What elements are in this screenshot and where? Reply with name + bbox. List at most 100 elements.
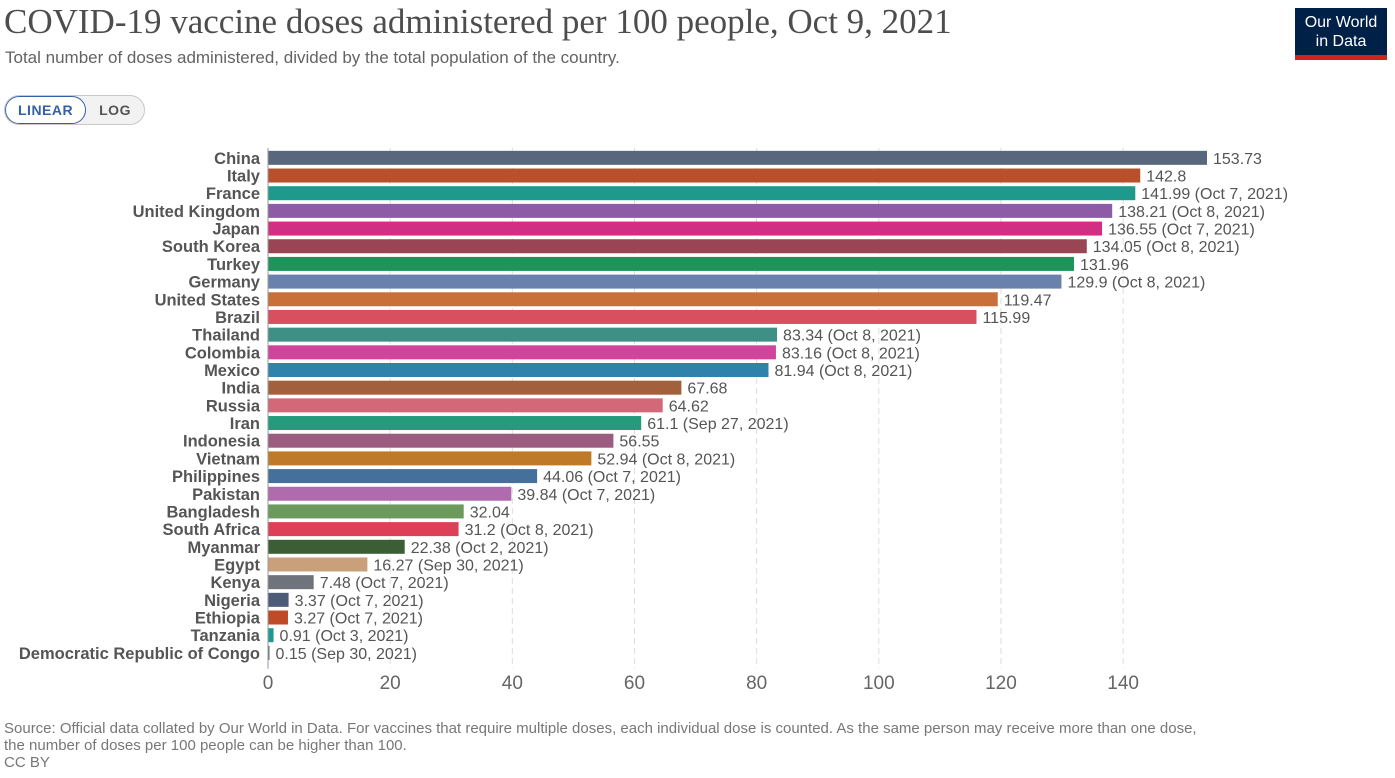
country-label: Thailand xyxy=(192,327,260,345)
x-tick-label: 120 xyxy=(985,673,1017,694)
value-label: 0.15 (Sep 30, 2021) xyxy=(276,646,417,663)
country-label: Ethiopia xyxy=(195,610,261,628)
bar xyxy=(268,363,768,377)
bar xyxy=(268,257,1074,271)
country-label: Japan xyxy=(212,221,260,239)
x-tick-label: 40 xyxy=(502,673,523,694)
value-label: 3.27 (Oct 7, 2021) xyxy=(294,611,423,628)
bar xyxy=(268,487,511,501)
bar xyxy=(268,575,314,589)
country-label: Vietnam xyxy=(196,450,260,468)
bar xyxy=(268,328,777,342)
bar xyxy=(268,434,613,448)
country-label: Kenya xyxy=(210,574,260,592)
value-label: 129.9 (Oct 8, 2021) xyxy=(1067,275,1205,292)
country-label: Colombia xyxy=(185,344,261,362)
country-label: Pakistan xyxy=(192,486,260,504)
bar xyxy=(268,204,1112,218)
bar xyxy=(268,239,1087,253)
chart-subtitle: Total number of doses administered, divi… xyxy=(5,48,620,68)
value-label: 32.04 xyxy=(470,504,510,521)
owid-logo[interactable]: Our World in Data xyxy=(1295,8,1387,60)
value-label: 83.16 (Oct 8, 2021) xyxy=(782,345,920,362)
country-label: Turkey xyxy=(207,256,261,274)
bar-chart: 0 20 40 60 80 100 120 140 China 153.73 Italy 142.8 F… xyxy=(0,140,1395,705)
value-label: 44.06 (Oct 7, 2021) xyxy=(543,469,681,486)
country-label: Democratic Republic of Congo xyxy=(19,645,260,663)
value-label: 83.34 (Oct 8, 2021) xyxy=(783,328,921,345)
country-label: Bangladesh xyxy=(166,503,260,521)
value-label: 61.1 (Sep 27, 2021) xyxy=(647,416,788,433)
country-label: South Africa xyxy=(163,521,261,539)
logo-line-1: Our World xyxy=(1295,13,1387,32)
value-label: 153.73 xyxy=(1213,151,1262,168)
bar xyxy=(268,292,998,306)
country-label: Germany xyxy=(188,274,260,292)
source-note-line-1: Source: Official data collated by Our Wo… xyxy=(4,720,1389,737)
country-label: South Korea xyxy=(162,238,261,256)
value-label: 67.68 xyxy=(687,381,727,398)
log-scale-button[interactable]: LOG xyxy=(86,96,144,124)
bar xyxy=(268,628,274,642)
bar xyxy=(268,151,1207,165)
country-label: United Kingdom xyxy=(133,203,260,221)
bar xyxy=(268,345,776,359)
value-label: 3.37 (Oct 7, 2021) xyxy=(295,593,424,610)
value-label: 52.94 (Oct 8, 2021) xyxy=(597,451,735,468)
license-label: CC BY xyxy=(4,754,1389,771)
country-label: France xyxy=(206,185,260,203)
country-label: Philippines xyxy=(172,468,260,486)
value-label: 115.99 xyxy=(982,310,1030,327)
country-label: Myanmar xyxy=(188,539,261,557)
bar xyxy=(268,557,367,571)
bar xyxy=(268,593,289,607)
value-label: 0.91 (Oct 3, 2021) xyxy=(280,628,409,645)
country-label: Egypt xyxy=(214,556,260,574)
country-label: Russia xyxy=(206,397,261,415)
bar xyxy=(268,540,405,554)
country-label: China xyxy=(214,150,261,168)
linear-scale-button[interactable]: LINEAR xyxy=(5,96,86,124)
value-label: 31.2 (Oct 8, 2021) xyxy=(465,522,594,539)
x-tick-label: 60 xyxy=(624,673,645,694)
bar xyxy=(268,169,1140,183)
country-label: Nigeria xyxy=(204,592,261,610)
value-label: 119.47 xyxy=(1004,292,1052,309)
value-label: 16.27 (Sep 30, 2021) xyxy=(373,557,523,574)
value-label: 7.48 (Oct 7, 2021) xyxy=(320,575,449,592)
scale-toggle: LINEAR LOG xyxy=(4,95,145,125)
country-label: India xyxy=(221,380,260,398)
bar xyxy=(268,416,641,430)
bar xyxy=(268,186,1135,200)
country-label: Brazil xyxy=(215,309,260,327)
chart-footer: Source: Official data collated by Our Wo… xyxy=(4,720,1389,771)
value-label: 64.62 xyxy=(669,398,709,415)
country-label: Tanzania xyxy=(191,627,261,645)
bar xyxy=(268,504,464,518)
bar xyxy=(268,381,681,395)
value-label: 81.94 (Oct 8, 2021) xyxy=(774,363,912,380)
bar xyxy=(268,222,1102,236)
value-label: 22.38 (Oct 2, 2021) xyxy=(411,540,549,557)
country-label: Italy xyxy=(227,168,261,186)
value-label: 141.99 (Oct 7, 2021) xyxy=(1141,186,1288,203)
bar xyxy=(268,310,976,324)
x-tick-label: 100 xyxy=(863,673,895,694)
bar xyxy=(268,611,288,625)
bar xyxy=(268,469,537,483)
x-tick-label: 80 xyxy=(746,673,767,694)
x-tick-label: 20 xyxy=(380,673,401,694)
bar xyxy=(268,522,459,536)
country-label: Iran xyxy=(230,415,260,433)
x-tick-label: 140 xyxy=(1107,673,1139,694)
country-label: Indonesia xyxy=(183,433,261,451)
bar xyxy=(268,451,591,465)
x-tick-label: 0 xyxy=(263,673,274,694)
chart-title: COVID-19 vaccine doses administered per … xyxy=(4,2,952,42)
country-label: Mexico xyxy=(204,362,260,380)
value-label: 56.55 xyxy=(619,434,659,451)
value-label: 131.96 xyxy=(1080,257,1129,274)
source-note-line-2: the number of doses per 100 people can b… xyxy=(4,737,1389,754)
value-label: 39.84 (Oct 7, 2021) xyxy=(517,487,655,504)
bar xyxy=(268,398,663,412)
